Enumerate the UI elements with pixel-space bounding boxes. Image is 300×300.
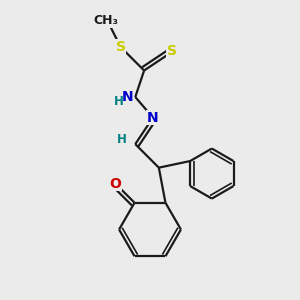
- Text: H: H: [114, 95, 124, 108]
- Text: S: S: [167, 44, 177, 58]
- Text: H: H: [117, 133, 127, 146]
- Text: O: O: [110, 177, 121, 190]
- Text: N: N: [122, 90, 134, 104]
- Text: N: N: [147, 111, 159, 124]
- Text: S: S: [116, 40, 126, 54]
- Text: CH₃: CH₃: [93, 14, 118, 27]
